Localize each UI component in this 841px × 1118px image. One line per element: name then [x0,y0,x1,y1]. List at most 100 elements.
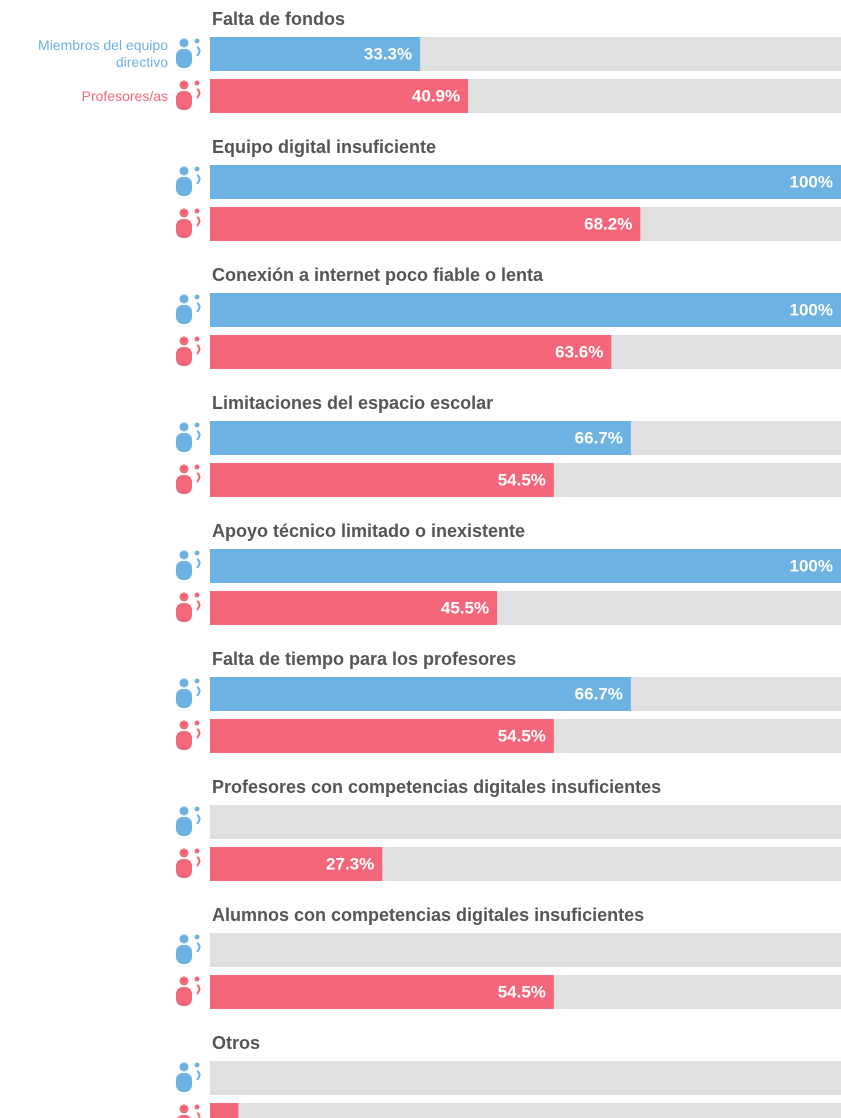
data-label: 66.7% [575,428,623,447]
icon-head [179,80,189,90]
icon-head [179,38,189,48]
bar [210,293,841,327]
icon-dot [194,976,200,982]
icon-body [176,561,192,580]
icon-dot [194,1104,200,1110]
icon-arc [196,472,201,483]
icon-head [179,550,189,560]
icon-body [176,603,192,622]
bar-background [210,1103,841,1118]
data-label: 68.2% [584,214,632,233]
icon-head [179,1062,189,1072]
data-label: 27.3% [326,854,374,873]
bar-background [210,1061,841,1095]
icon-arc [196,814,201,825]
icon-head [179,592,189,602]
icon-dot [194,678,200,684]
bar [210,335,612,369]
data-label: 100% [790,300,833,319]
category-title: Apoyo técnico limitado o inexistente [212,521,525,541]
icon-head [179,422,189,432]
icon-head [179,166,189,176]
icon-body [176,859,192,878]
icon-dot [194,422,200,428]
icon-arc [196,686,201,697]
icon-dot [194,550,200,556]
icon-body [177,1115,191,1118]
icon-arc [196,174,201,185]
icon-arc [196,302,201,313]
bar [210,207,641,241]
icon-head [179,720,189,730]
legend-entry: Miembros del equipo directivo [38,37,168,70]
icon-body [176,305,192,324]
icon-dot [194,38,200,44]
icon-dot [194,336,200,342]
icon-dot [194,1062,200,1068]
icon-body [176,817,192,836]
icon-head [179,678,189,688]
bar [210,591,498,625]
icon-body [176,91,192,110]
icon-body [176,945,192,964]
icon-dot [194,720,200,726]
icon-arc [196,344,201,355]
icon-head [179,208,189,218]
bar [210,975,554,1009]
icon-body [176,177,192,196]
data-label: 40.9% [412,86,460,105]
icon-head [179,806,189,816]
icon-arc [196,942,201,953]
icon-head [179,848,189,858]
category-title: Conexión a internet poco fiable o lenta [212,265,544,285]
icon-arc [196,216,201,227]
category-title: Otros [212,1033,260,1053]
bar [210,463,554,497]
bar-background [210,805,841,839]
icon-body [176,987,192,1006]
icon-arc [196,728,201,739]
icon-dot [194,848,200,854]
bar [210,1103,239,1118]
icon-body [176,475,192,494]
category-title: Alumnos con competencias digitales insuf… [212,905,644,925]
icon-body [176,49,192,68]
bar [210,719,554,753]
icon-body [176,731,192,750]
category-title: Profesores con competencias digitales in… [212,777,661,797]
icon-dot [194,806,200,812]
bar [210,79,469,113]
icon-arc [196,1070,201,1081]
icon-dot [194,80,200,86]
icon-head [179,976,189,986]
bar [210,677,631,711]
data-label: 63.6% [555,342,603,361]
icon-arc [196,88,201,99]
icon-arc [196,430,201,441]
icon-body [176,1073,192,1092]
icon-dot [194,592,200,598]
icon-body [176,219,192,238]
icon-body [176,433,192,452]
icon-dot [194,166,200,172]
category-title: Falta de tiempo para los profesores [212,649,516,669]
icon-arc [196,558,201,569]
icon-arc [196,600,201,611]
bar [210,549,841,583]
bar [210,847,383,881]
data-label: 100% [790,172,833,191]
icon-dot [194,294,200,300]
icon-arc [196,856,201,867]
data-label: 45.5% [441,598,489,617]
data-label: 54.5% [498,982,546,1001]
legend-entry: Profesores/as [81,88,168,104]
data-label: 100% [790,556,833,575]
category-title: Equipo digital insuficiente [212,137,436,157]
icon-dot [194,464,200,470]
bar [210,421,631,455]
icon-head [179,1104,189,1114]
data-label: 54.5% [498,470,546,489]
category-title: Limitaciones del espacio escolar [212,393,493,413]
